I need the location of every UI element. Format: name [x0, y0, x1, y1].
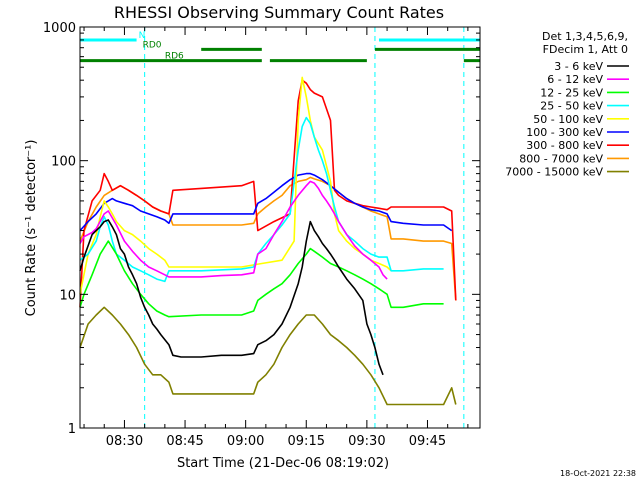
y-tick-label-1: 10: [59, 288, 76, 303]
x-axis-label: Start Time (21-Dec-06 08:19:02): [177, 456, 389, 471]
legend-label-4: 50 - 100 keV: [533, 113, 603, 126]
legend-label-8: 7000 - 15000 keV: [505, 166, 603, 179]
series-line-5: [79, 172, 453, 232]
x-tick-label-2: 09:00: [227, 434, 264, 449]
chart-title: RHESSI Observing Summary Count Rates: [114, 3, 444, 22]
state-label-rd0: RD0: [143, 40, 162, 50]
x-tick-label-5: 09:45: [409, 434, 446, 449]
state-label-rd6: RD6: [165, 52, 184, 62]
series-line-2: [79, 240, 444, 318]
legend-label-7: 800 - 7000 keV: [519, 152, 603, 165]
x-tick-label-4: 09:30: [348, 434, 385, 449]
y-tick-label-3: 1000: [43, 21, 76, 36]
x-tick-label-3: 09:15: [288, 434, 325, 449]
legend-label-0: 3 - 6 keV: [554, 60, 603, 73]
timestamp: 18-Oct-2021 22:38: [560, 469, 636, 478]
series-line-1: [79, 180, 388, 280]
series-line-8: [79, 306, 457, 406]
series-line-3: [79, 116, 444, 283]
legend-header-line-1: Det 1,3,4,5,6,9,: [542, 30, 628, 43]
x-tick-label-0: 08:30: [106, 434, 143, 449]
series-line-6: [79, 79, 457, 308]
legend-label-1: 6 - 12 keV: [547, 73, 603, 86]
series-line-0: [79, 219, 384, 376]
legend-label-3: 25 - 50 keV: [540, 100, 603, 113]
series-line-4: [79, 76, 392, 295]
plot-frame: [79, 26, 481, 429]
legend-label-6: 300 - 800 keV: [526, 139, 603, 152]
axes: 1 10 100 1000 08:30 08:45 09:00 09:15 09:30 09:45: [43, 21, 481, 449]
y-axis-label: Count Rate (s⁻¹ detector⁻¹): [24, 140, 39, 317]
state-label-n: N: [139, 31, 146, 41]
y-tick-label-0: 1: [68, 422, 76, 437]
x-tick-label-1: 08:45: [166, 434, 203, 449]
legend: Det 1,3,4,5,6,9, FDecim 1, Att 0 3 - 6 k…: [505, 30, 629, 179]
legend-header-line-2: FDecim 1, Att 0: [543, 43, 628, 56]
legend-label-2: 12 - 25 keV: [540, 86, 603, 99]
y-tick-label-2: 100: [51, 155, 76, 170]
legend-label-5: 100 - 300 keV: [526, 126, 603, 139]
